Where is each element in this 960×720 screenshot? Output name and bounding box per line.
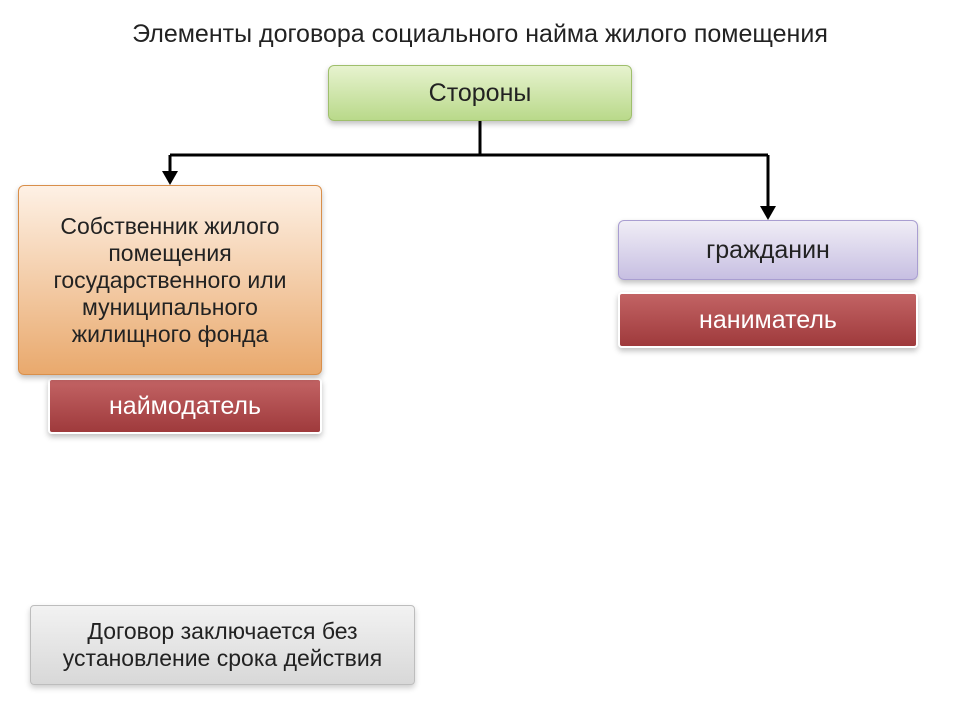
title-text: Элементы договора социального найма жило… <box>132 20 828 48</box>
node-right-party: гражданин <box>618 220 918 280</box>
diagram-canvas: Элементы договора социального найма жило… <box>0 0 960 720</box>
node-left-party: Собственник жилого помещения государстве… <box>18 185 322 375</box>
diagram-title: Элементы договора социального найма жило… <box>90 20 870 49</box>
node-right-role-label: наниматель <box>699 306 837 335</box>
node-right-party-label: гражданин <box>706 236 830 265</box>
node-left-role: наймодатель <box>48 378 322 434</box>
node-footer-note: Договор заключается без установление сро… <box>30 605 415 685</box>
node-left-party-label: Собственник жилого помещения государстве… <box>33 213 307 348</box>
node-root-label: Стороны <box>429 79 532 108</box>
node-right-role: наниматель <box>618 292 918 348</box>
node-left-role-label: наймодатель <box>109 392 261 421</box>
node-footer-note-label: Договор заключается без установление сро… <box>45 618 400 672</box>
node-root: Стороны <box>328 65 632 121</box>
